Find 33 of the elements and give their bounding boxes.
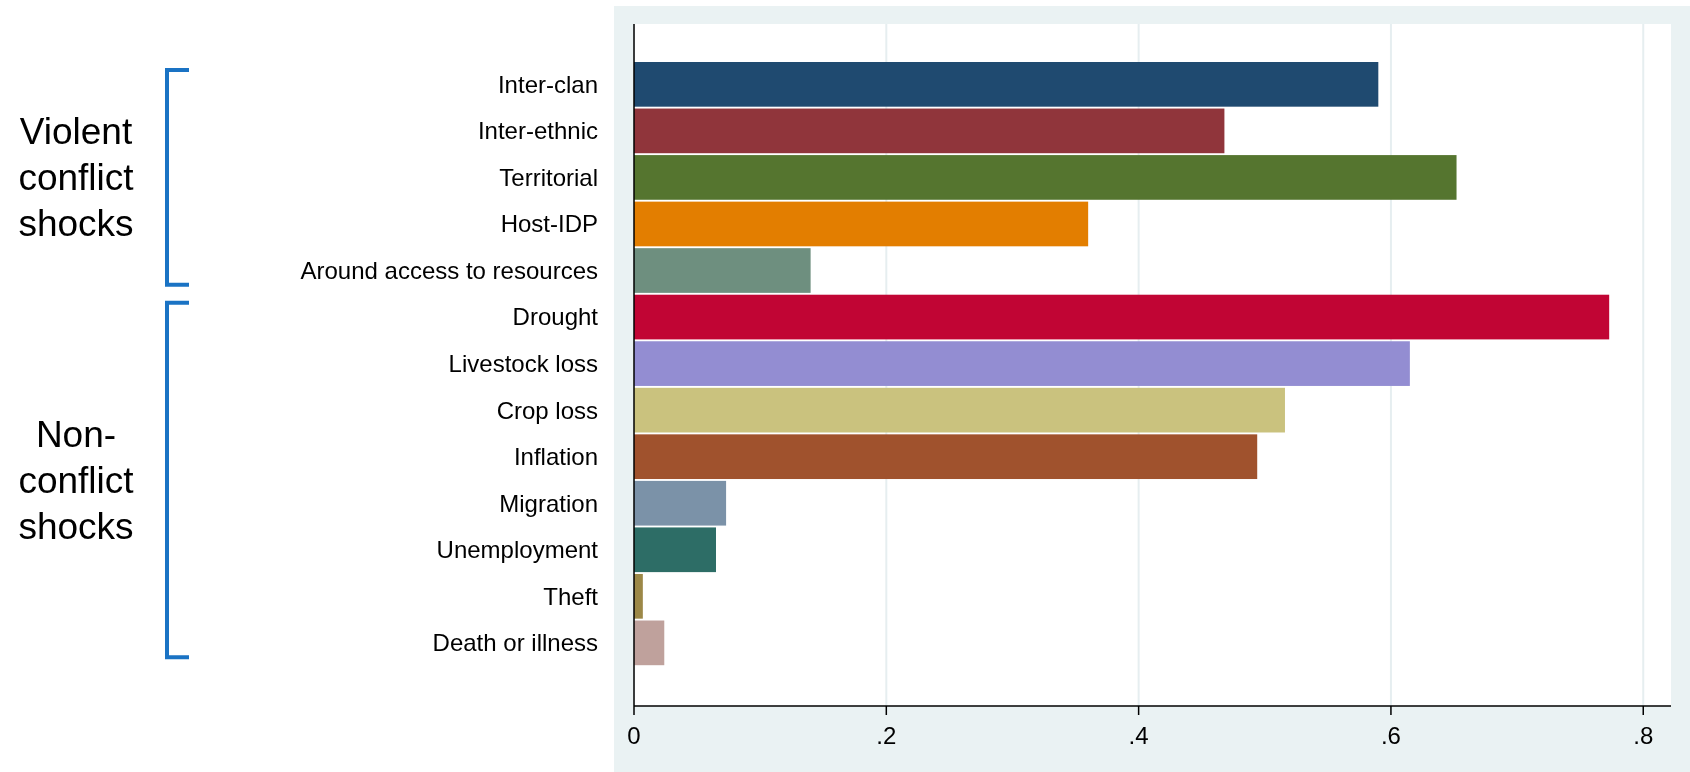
x-tick-label: .6 xyxy=(1380,722,1401,749)
y-tick-label: Migration xyxy=(499,489,598,517)
bar xyxy=(634,248,811,293)
y-tick-label: Crop loss xyxy=(496,396,598,424)
bar xyxy=(634,341,1410,386)
bar xyxy=(634,155,1457,200)
y-tick-label: Death or illness xyxy=(432,629,598,657)
bar xyxy=(634,480,727,526)
y-tick-label: Theft xyxy=(543,582,599,610)
x-tick-label: .2 xyxy=(876,722,897,749)
text: Violent conflict shocks xyxy=(18,111,135,245)
y-tick-label: Host-IDP xyxy=(500,210,598,238)
y-tick-label: Drought xyxy=(512,303,599,331)
x-tick-label: 0 xyxy=(627,722,641,749)
y-tick-label: Around access to resources xyxy=(300,256,598,284)
text: Non- conflict shocks xyxy=(18,413,135,547)
bar xyxy=(634,62,1379,107)
y-tick-label: Unemployment xyxy=(436,536,599,564)
y-tick-label: Livestock loss xyxy=(448,350,598,377)
y-tick-label: Inter-clan xyxy=(497,70,598,98)
bar xyxy=(634,108,1225,154)
bar xyxy=(634,573,643,619)
bar xyxy=(634,294,1610,340)
x-tick-label: .4 xyxy=(1128,722,1149,749)
y-tick-label: Territorial xyxy=(499,163,598,191)
bar xyxy=(634,387,1285,433)
y-tick-label: Inflation xyxy=(513,443,598,471)
bar xyxy=(634,201,1089,247)
y-tick-label: Inter-ethnic xyxy=(477,117,598,145)
x-tick-label: .8 xyxy=(1633,722,1654,749)
bar xyxy=(634,527,716,573)
bar xyxy=(634,434,1258,480)
bar xyxy=(634,620,665,666)
